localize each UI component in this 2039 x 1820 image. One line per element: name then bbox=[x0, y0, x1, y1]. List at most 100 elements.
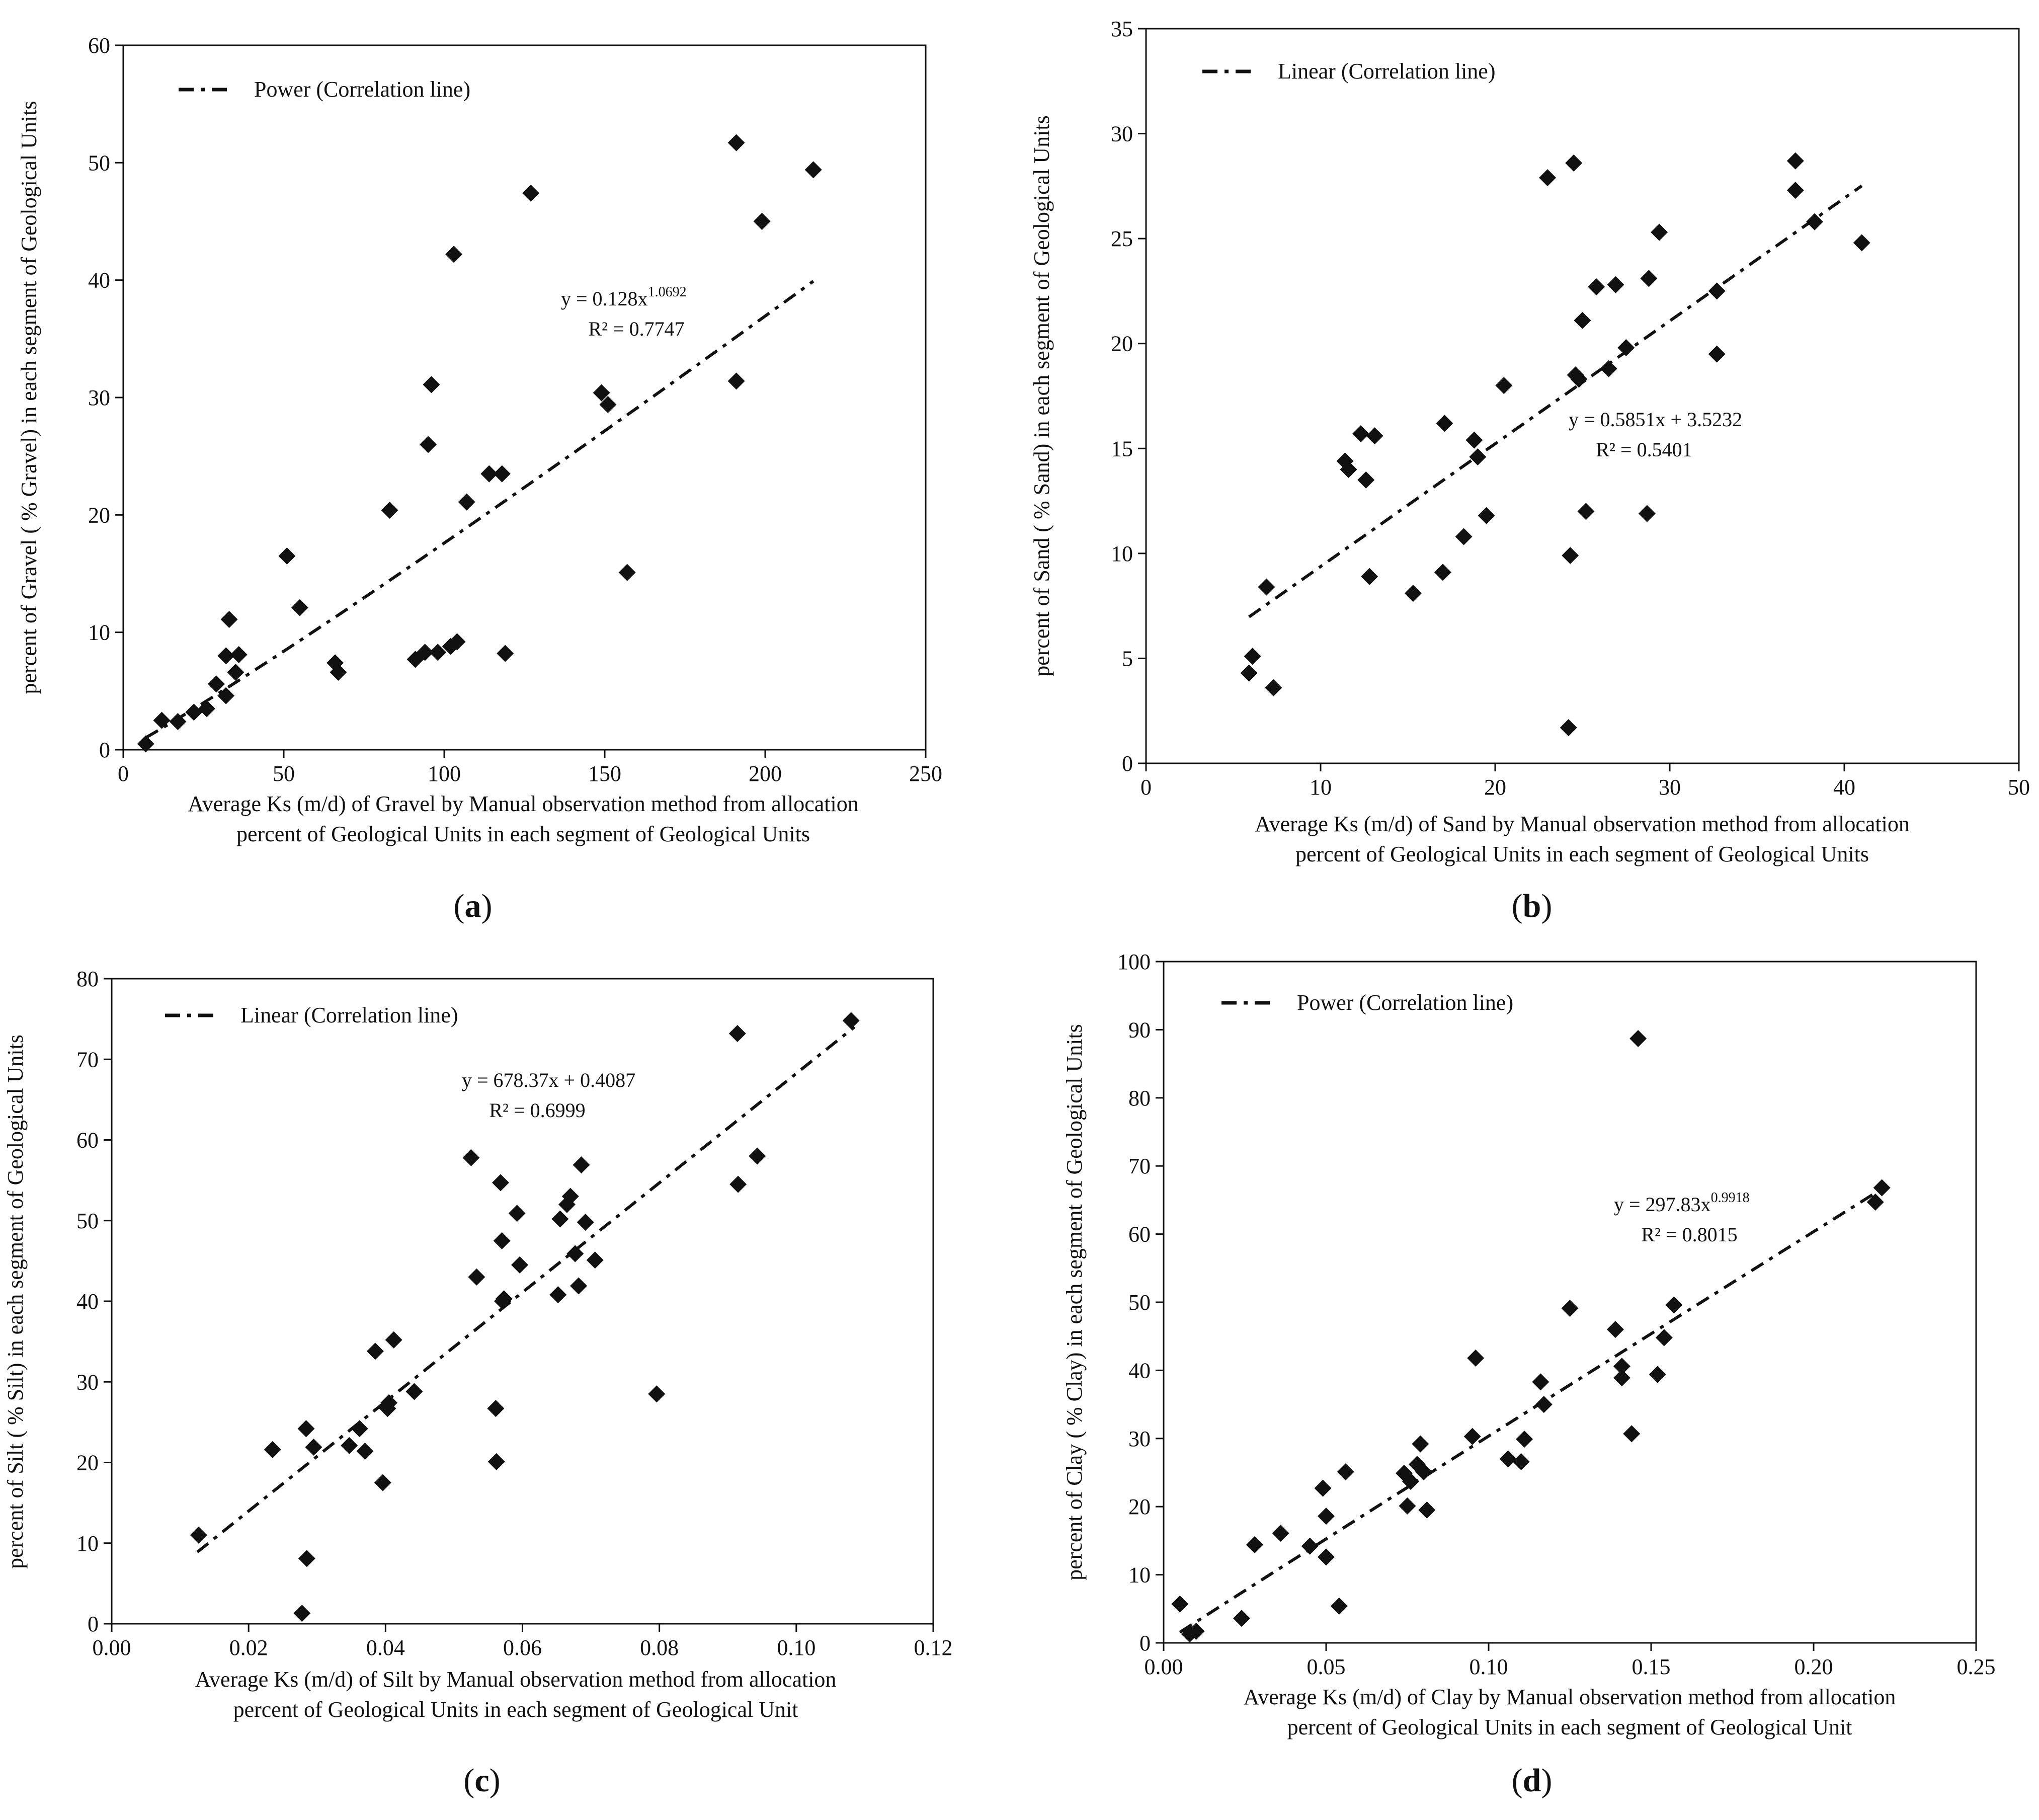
panel-a-data-point bbox=[423, 376, 440, 393]
panel-a-legend-label: Power (Correlation line) bbox=[254, 77, 470, 102]
panel-a-x-tick-label: 100 bbox=[428, 761, 461, 786]
panel-b-data-point bbox=[1588, 278, 1605, 296]
panel-c-data-point bbox=[842, 1012, 860, 1030]
panel-d-y-tick-label: 0 bbox=[1139, 1631, 1151, 1655]
panel-b-y-tick-label: 35 bbox=[1111, 17, 1133, 41]
panel-b-data-point bbox=[1404, 585, 1422, 602]
panel-a-data-point bbox=[208, 675, 225, 693]
panel-b-data-point bbox=[1465, 431, 1483, 449]
panel-d-data-point bbox=[1629, 1030, 1647, 1048]
svg-text:y = 0.128x1.0692: y = 0.128x1.0692 bbox=[561, 284, 687, 310]
panel-c-x-axis-title-line1: Average Ks (m/d) of Silt by Manual obser… bbox=[195, 1667, 837, 1692]
panel-c-data-point bbox=[586, 1251, 604, 1269]
panel-d-data-point bbox=[1623, 1425, 1641, 1443]
panel-a-equation-exponent: 1.0692 bbox=[648, 284, 687, 300]
panel-d-legend-label: Power (Correlation line) bbox=[1297, 990, 1513, 1015]
panel-a-data-point bbox=[448, 633, 466, 651]
panel-c-y-tick-label: 80 bbox=[76, 967, 99, 991]
panel-a-data-point bbox=[599, 396, 617, 413]
panel-c-y-tick-label: 30 bbox=[76, 1370, 99, 1394]
panel-d: 0.00 0.05 0.10 0.15 0.20 0.25 0 10 20 30 40 50 60 70 8… bbox=[1062, 949, 1996, 1799]
panel-b-data-point bbox=[1469, 448, 1487, 465]
panel-c-x-tick-label: 0.00 bbox=[93, 1635, 131, 1660]
panel-b-x-tick-label: 40 bbox=[1833, 775, 1855, 800]
panel-b-data-point bbox=[1786, 152, 1804, 170]
panel-b-data-point bbox=[1366, 427, 1383, 445]
panel-b-plot-frame bbox=[1145, 28, 2020, 764]
panel-c-data-point bbox=[508, 1205, 526, 1222]
panel-d-data-point bbox=[1866, 1193, 1884, 1211]
panel-a-data-point bbox=[458, 493, 475, 511]
panel-b-data-point bbox=[1478, 507, 1495, 524]
panel-a-data-point bbox=[804, 161, 822, 179]
panel-c-data-point bbox=[728, 1024, 746, 1042]
panel-a-data-point bbox=[593, 384, 610, 402]
panel-b-data-point bbox=[1495, 377, 1513, 394]
panel-d-x-tick-label: 0.20 bbox=[1795, 1654, 1833, 1679]
panel-d-equation-exponent: 0.9918 bbox=[1711, 1190, 1750, 1206]
panel-d-data-point bbox=[1272, 1525, 1289, 1542]
panel-d-x-axis-title-line1: Average Ks (m/d) of Clay by Manual obser… bbox=[1244, 1685, 1896, 1709]
panel-a-data-point bbox=[420, 436, 437, 453]
panel-c-marks: 0.00 0.02 0.04 0.06 0.08 0.10 0.12 0 10 20 30 40 50 6… bbox=[76, 967, 953, 1660]
panel-a-data-point bbox=[227, 664, 244, 681]
panel-b-y-axis-title: percent of Sand ( % Sand) in each segmen… bbox=[1029, 115, 1054, 677]
panel-c-data-point bbox=[380, 1394, 398, 1411]
panel-a-correlation-line bbox=[145, 280, 814, 739]
panel-b-y-tick-label: 30 bbox=[1111, 122, 1133, 146]
panel-c-data-point bbox=[462, 1149, 480, 1166]
panel-b-y-tick-label: 20 bbox=[1111, 332, 1133, 356]
panel-b-data-point bbox=[1570, 370, 1588, 388]
panel-c-y-tick-label: 40 bbox=[76, 1289, 99, 1314]
panel-c-data-point bbox=[648, 1385, 666, 1403]
panel-d-data-point bbox=[1418, 1501, 1436, 1519]
panel-b-data-point bbox=[1539, 169, 1557, 187]
panel-b-caption-letter: b bbox=[1523, 888, 1541, 924]
panel-a-data-point bbox=[493, 465, 511, 483]
panel-d-marks: 0.00 0.05 0.10 0.15 0.20 0.25 0 10 20 30 40 50 60 70 8… bbox=[1117, 949, 1996, 1679]
panel-c-y-axis-title: percent of Silt ( % Silt) in each segmen… bbox=[3, 1035, 28, 1569]
panel-d-y-axis-title: percent of Clay ( % Clay) in each segmen… bbox=[1062, 1024, 1087, 1580]
panel-d-caption-letter: d bbox=[1523, 1762, 1541, 1799]
panel-d-data-point bbox=[1649, 1366, 1666, 1383]
panel-d-data-point bbox=[1314, 1479, 1332, 1497]
panel-b: 0 10 20 30 40 50 0 5 10 15 20 25 30 35 Linear (Correl… bbox=[1029, 17, 2030, 924]
panel-c-data-point bbox=[561, 1188, 579, 1205]
panel-c-y-tick-label: 10 bbox=[76, 1531, 99, 1556]
panel-a-data-point bbox=[522, 185, 540, 202]
panel-c-x-axis-title-line2: percent of Geological Units in each segm… bbox=[233, 1697, 798, 1722]
panel-b-data-point bbox=[1434, 564, 1451, 581]
panel-a-data-point bbox=[185, 703, 203, 721]
panel-c-y-tick-label: 70 bbox=[76, 1047, 99, 1072]
panel-b-correlation-line bbox=[1248, 184, 1863, 618]
panel-c-data-point bbox=[385, 1331, 402, 1349]
panel-d-data-point bbox=[1171, 1595, 1189, 1613]
panel-a-data-point bbox=[217, 687, 235, 704]
panel-c-data-point bbox=[749, 1147, 766, 1165]
panel-d-legend: Power (Correlation line) bbox=[1221, 990, 1513, 1015]
panel-d-correlation-line bbox=[1179, 1185, 1886, 1634]
panel-c-data-point bbox=[264, 1441, 281, 1458]
panel-c-y-tick-label: 50 bbox=[76, 1209, 99, 1233]
panel-a-data-point bbox=[480, 465, 498, 483]
panel-a-y-tick-label: 20 bbox=[88, 503, 110, 527]
panel-c-data-point bbox=[305, 1439, 322, 1456]
panel-a-data-point bbox=[137, 735, 154, 753]
panel-b-x-tick-label: 50 bbox=[2008, 775, 2030, 800]
panel-c-y-tick-label: 20 bbox=[76, 1451, 99, 1475]
panel-a-y-tick-label: 30 bbox=[88, 385, 110, 410]
panel-c-data-point bbox=[468, 1268, 485, 1286]
panel-c-data-point bbox=[293, 1605, 311, 1622]
panel-b-x-tick-label: 0 bbox=[1140, 775, 1152, 800]
panel-c-data-point bbox=[356, 1443, 374, 1460]
panel-d-data-point bbox=[1463, 1428, 1481, 1445]
panel-d-y-tick-label: 90 bbox=[1128, 1017, 1151, 1042]
panel-c-x-tick-label: 0.10 bbox=[777, 1635, 815, 1660]
panel-d-data-point bbox=[1301, 1537, 1319, 1555]
panel-c-equation-text: y = 678.37x + 0.4087 bbox=[462, 1069, 635, 1091]
panel-d-y-tick-label: 80 bbox=[1128, 1086, 1151, 1111]
panel-a-x-tick-label: 50 bbox=[273, 761, 295, 786]
panel-b-data-point bbox=[1708, 282, 1726, 300]
panel-a-y-tick-label: 50 bbox=[88, 150, 110, 175]
panel-b-y-tick-label: 10 bbox=[1111, 541, 1133, 566]
